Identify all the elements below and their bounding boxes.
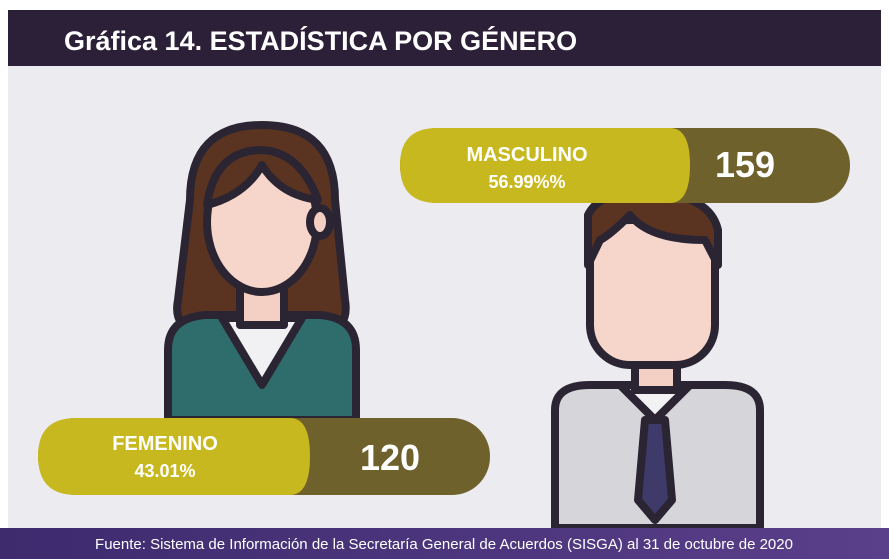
infographic: Gráfica 14. ESTADÍSTICA POR GÉNERO MASCU…: [0, 0, 889, 559]
gender-count: 120: [360, 437, 420, 478]
femenino-pill: FEMENINO 43.01% 120: [38, 418, 490, 495]
masculino-pill: MASCULINO 56.99%% 159: [400, 128, 850, 203]
gender-count: 159: [715, 144, 775, 185]
pill-label-bg: [38, 418, 310, 495]
gender-label: FEMENINO: [112, 433, 218, 455]
source-note: Fuente: Sistema de Información de la Sec…: [95, 536, 793, 553]
gender-percent: 56.99%%: [488, 172, 565, 192]
gender-percent: 43.01%: [134, 461, 195, 481]
page: Gráfica 14. ESTADÍSTICA POR GÉNERO MASCU…: [0, 0, 889, 559]
woman-icon: [168, 125, 356, 420]
gender-label: MASCULINO: [466, 144, 587, 166]
title: Gráfica 14. ESTADÍSTICA POR GÉNERO: [64, 25, 577, 56]
